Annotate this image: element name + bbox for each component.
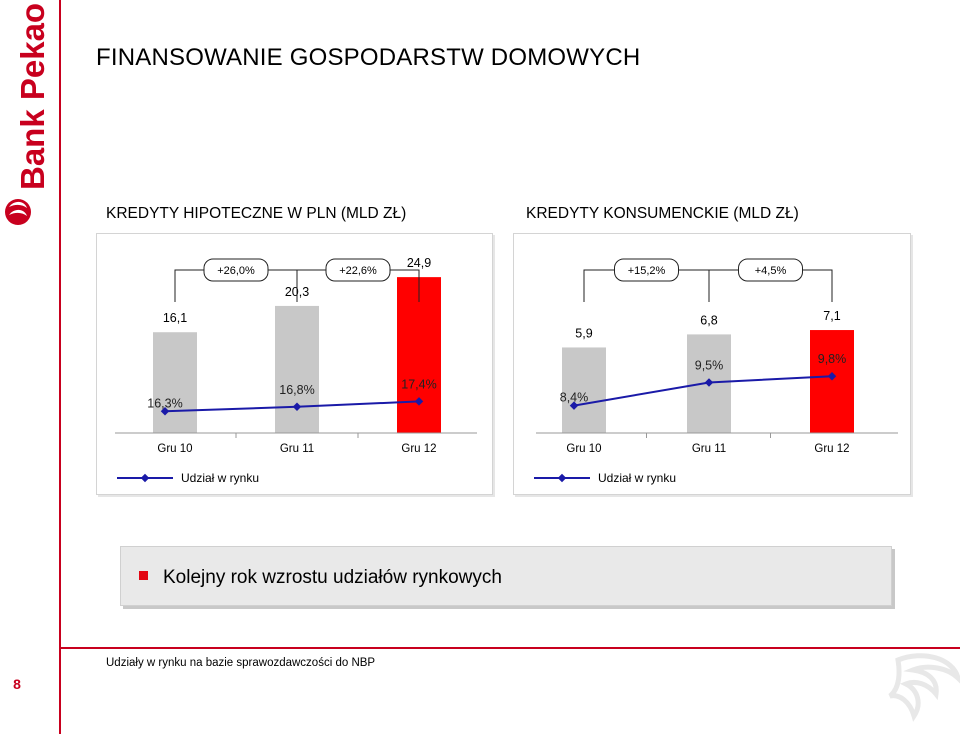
growth-bracket-left (174, 269, 204, 302)
market-share-label: 9,5% (695, 359, 724, 373)
growth-badge (325, 258, 391, 282)
accent-vertical-line (59, 0, 61, 734)
bar-value-label: 5,9 (575, 326, 592, 340)
x-tick-label: Gru 12 (401, 443, 436, 455)
page-title: FINANSOWANIE GOSPODARSTW DOMOWYCH (96, 44, 641, 71)
bar-gru-12 (810, 330, 854, 433)
market-share-label: 8,4% (560, 391, 589, 405)
growth-bracket-right (390, 269, 420, 302)
footnote: Udziały w rynku na bazie sprawozdawczośc… (106, 657, 376, 669)
market-share-point (160, 407, 170, 416)
bar-value-label: 7,1 (823, 309, 840, 323)
growth-badge (614, 258, 679, 282)
market-share-label: 16,8% (279, 383, 314, 397)
legend-marker (140, 473, 150, 483)
growth-label: +26,0% (217, 265, 255, 277)
footer-divider (59, 647, 960, 649)
page-number: 8 (13, 676, 21, 692)
banner-text: Kolejny rok wzrostu udziałów rynkowych (163, 567, 502, 588)
x-tick-label: Gru 10 (157, 443, 192, 455)
legend-label: Udział w rynku (598, 471, 676, 485)
decorative-mark (888, 653, 960, 722)
bar-value-label: 6,8 (700, 313, 717, 327)
growth-bracket-right (678, 269, 710, 302)
market-share-label: 17,4% (401, 377, 436, 391)
legend-label: Udział w rynku (181, 471, 259, 485)
bar-value-label: 16,1 (163, 311, 187, 325)
bar-gru-10 (562, 347, 606, 433)
chart-title-consumer: KREDYTY KONSUMENCKIE (MLD ZŁ) (526, 205, 799, 222)
growth-label: +15,2% (628, 265, 666, 277)
growth-badge (738, 258, 803, 282)
bar-gru-11 (275, 305, 319, 433)
legend-marker (557, 473, 567, 483)
banner-bullet (139, 571, 148, 580)
chart-consumer-svg: 5,9 6,8 7,1 Gru 10 Gru 11 Gru 12 8,4% 9,5% 9,8% +… (534, 258, 898, 485)
chart-title-mortgage: KREDYTY HIPOTECZNE W PLN (MLD ZŁ) (106, 205, 407, 222)
growth-bracket-left (583, 269, 615, 302)
chart-consumer: 5,9 6,8 7,1 Gru 10 Gru 11 Gru 12 8,4% 9,5% 9,8% +… (513, 233, 911, 495)
x-tick-label: Gru 11 (692, 443, 726, 455)
market-share-point (704, 378, 714, 387)
market-share-label: 9,8% (818, 352, 847, 366)
market-share-point (414, 397, 424, 406)
growth-label: +4,5% (755, 265, 787, 277)
growth-bracket-left (708, 269, 739, 302)
chart-mortgage: 16,1 20,3 24,9 Gru 10 Gru 11 Gru 12 16,3% 16,8%… (96, 233, 493, 495)
key-message-banner: Kolejny rok wzrostu udziałów rynkowych (120, 546, 892, 606)
growth-bracket-right (802, 269, 833, 302)
growth-bracket-left (296, 269, 326, 302)
bar-gru-10 (153, 332, 197, 433)
market-share-label: 16,3% (147, 396, 182, 410)
x-tick-label: Gru 11 (280, 443, 314, 455)
logo-symbol (5, 199, 31, 225)
market-share-point (292, 402, 302, 412)
logo-text: Bank Pekao (14, 3, 51, 190)
bar-value-label: 24,9 (407, 256, 431, 270)
x-tick-label: Gru 12 (814, 443, 849, 455)
x-tick-label: Gru 10 (566, 443, 601, 455)
bar-gru-12 (397, 277, 441, 433)
bank-logo: Bank Pekao (5, 3, 51, 225)
growth-badge (203, 258, 269, 282)
growth-label: +22,6% (339, 265, 377, 277)
